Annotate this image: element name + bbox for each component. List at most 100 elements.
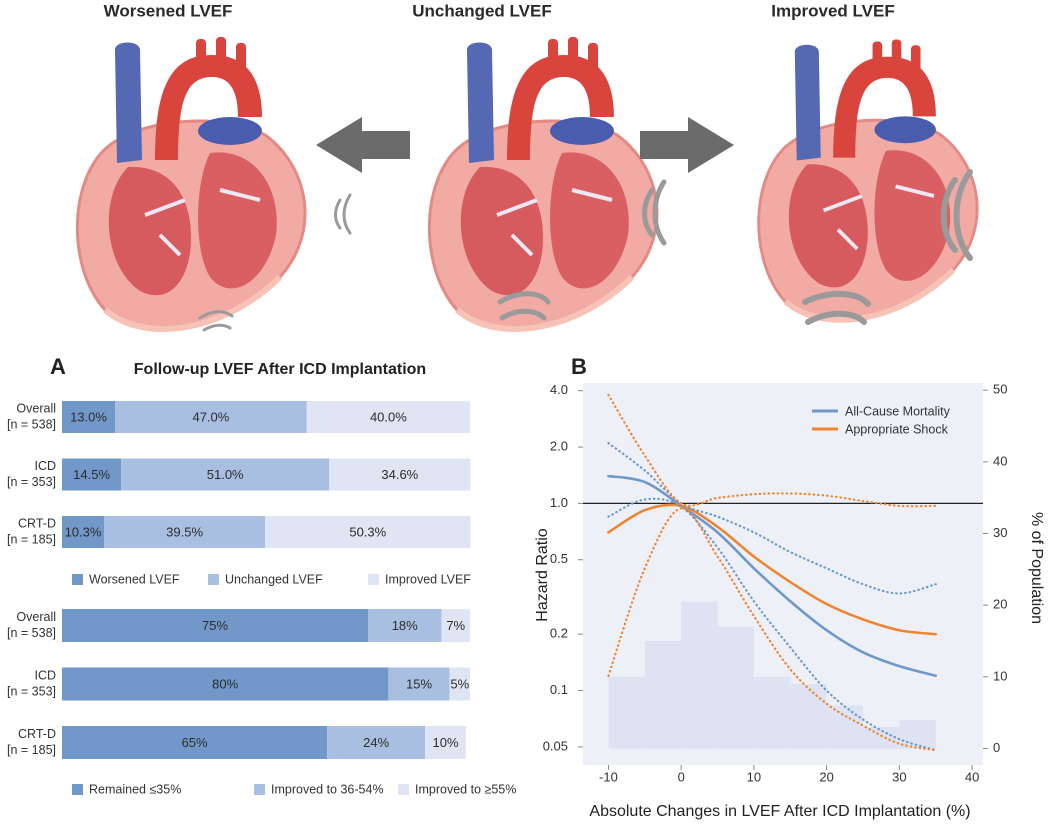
bar-segment [441,609,470,642]
wave [334,198,342,230]
heart-label: Unchanged LVEF [412,1,551,20]
category-label: Overall [16,610,56,624]
y-tick-label: 4.0 [550,382,568,397]
value-label: 40.0% [370,409,407,424]
histogram-bar [753,676,791,749]
confidence-line [607,497,937,752]
legend-label: Appropriate Shock [845,422,949,436]
wave [497,291,551,305]
heart-label: Improved LVEF [771,1,894,20]
arrow-left [316,117,410,173]
value-label: 15% [406,676,432,691]
value-label: 34.6% [381,467,418,482]
bar-segment [62,667,389,701]
bar-segment [425,726,466,759]
value-label: 51.0% [207,467,244,482]
legend-swatch [368,574,379,585]
value-label: 47.0% [192,409,229,424]
y-tick-label: 1.0 [550,495,568,510]
arrow-right [640,117,734,173]
value-label: 10% [433,735,459,750]
histogram-bar [899,719,936,749]
histogram-bar [826,705,863,749]
bar-segment [62,458,122,491]
y2-tick-label: 20 [993,597,1007,612]
y-axis-label: Hazard Ratio [534,528,551,621]
wave [652,179,667,246]
category-label: Overall [16,401,56,415]
legend-label: Improved to ≥55% [415,782,516,796]
y2-tick-label: 30 [993,525,1007,540]
motion-waves [198,169,973,332]
wave [805,310,867,325]
y-tick-label: 0.1 [550,682,568,697]
bar-segment [62,609,368,642]
value-label: 5% [450,676,469,691]
value-label: 18% [392,618,418,633]
histogram-bar [608,676,645,749]
panel-label: B [571,354,587,379]
legend-label: Improved to 36-54% [271,782,384,796]
bar-segment [329,458,471,491]
legend-label: Remained ≤35% [89,782,181,796]
histogram-bar [863,727,900,749]
bar-segment [368,609,442,642]
heart-improved [759,40,977,320]
legend-swatch [72,784,83,795]
heart-worsened [77,37,305,329]
bar-segment [104,516,266,548]
legend-swatch [254,784,265,795]
wave [202,323,232,332]
legend-swatch [398,784,409,795]
value-label: 24% [363,735,389,750]
wave [342,193,352,235]
estimate-line [607,503,938,636]
histogram-bar [681,601,718,749]
category-sublabel: [n = 185] [7,743,56,757]
category-sublabel: [n = 353] [7,684,56,698]
wave [499,308,547,321]
legend-swatch [72,574,83,585]
histogram-bar [790,684,827,749]
bar-segment [388,667,450,701]
histogram-bar [717,626,754,749]
value-label: 39.5% [166,524,203,539]
category-sublabel: [n = 185] [7,532,56,546]
y-tick-label: 2.0 [550,439,568,454]
bar-segment [327,726,426,759]
legend-label: Unchanged LVEF [225,572,323,586]
legend-label: Improved LVEF [385,572,471,586]
x-tick-label: 30 [892,769,906,784]
wave [198,310,234,320]
legend-swatch [208,574,219,585]
panel-label: A [50,354,66,379]
x-tick-label: 0 [678,769,685,784]
confidence-line [607,393,937,508]
x-axis-label: Absolute Changes in LVEF After ICD Impla… [589,803,970,820]
value-label: 7% [446,618,465,633]
y2-axis-label: % of Population [1028,512,1045,624]
bar-segment [62,401,116,433]
category-label: CRT-D [18,516,56,530]
y-tick-label: 0.2 [550,626,568,641]
heart-label: Worsened LVEF [104,1,233,20]
category-label: CRT-D [18,727,56,741]
y2-tick-label: 10 [993,668,1007,683]
x-tick-label: -10 [599,769,618,784]
category-label: ICD [34,668,56,682]
value-label: 10.3% [65,524,102,539]
legend-label: All-Cause Mortality [845,404,951,418]
value-label: 13.0% [70,409,107,424]
y2-tick-label: 50 [993,382,1007,397]
category-label: ICD [34,459,56,473]
category-sublabel: [n = 353] [7,475,56,489]
value-label: 75% [202,618,228,633]
wave [802,290,871,307]
bar-segment [115,401,307,433]
wave [940,177,958,253]
bar-segment [449,667,470,701]
y2-tick-label: 0 [993,740,1000,755]
value-label: 50.3% [349,524,386,539]
x-tick-label: 10 [747,769,761,784]
